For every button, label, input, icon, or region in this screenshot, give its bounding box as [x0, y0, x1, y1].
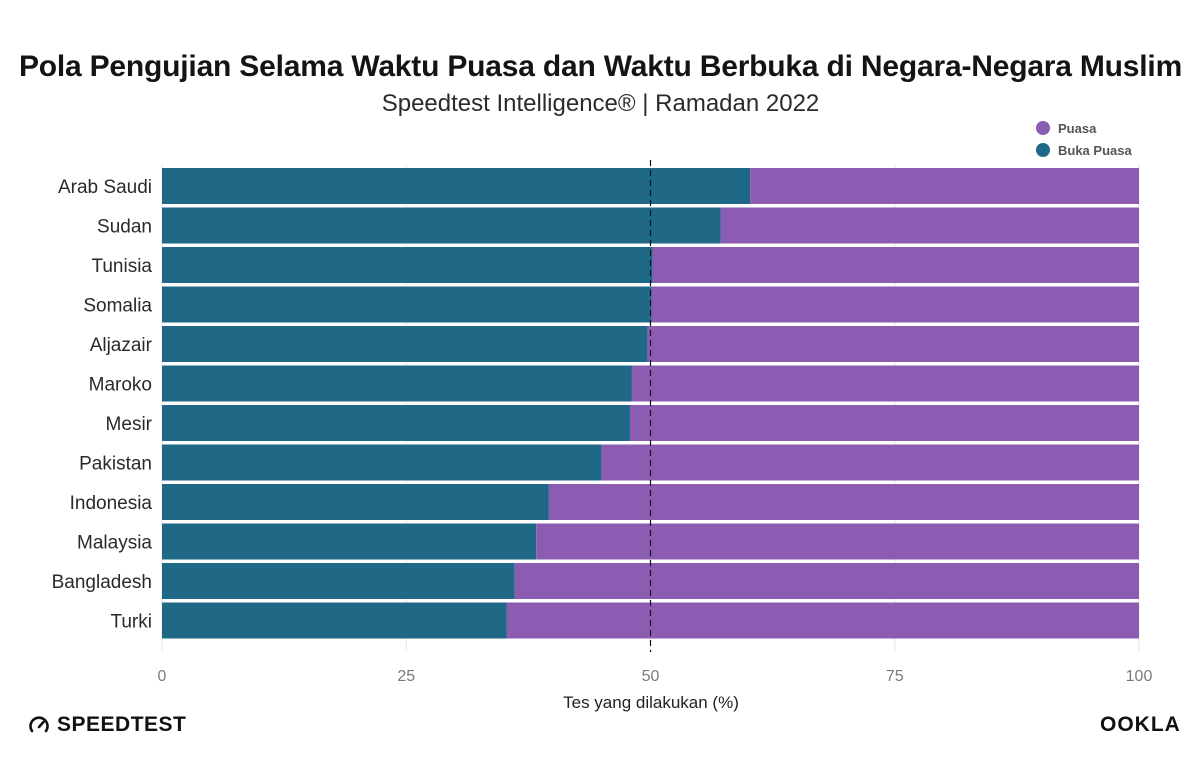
bar-chart: Arab Saudi Sudan Tunisia Somalia Aljazair Mar… — [52, 160, 1153, 685]
bar-puasa — [506, 602, 1140, 639]
bar-buka-puasa — [162, 405, 630, 441]
category-label: Malaysia — [77, 533, 152, 554]
x-tick-label: 0 — [158, 668, 167, 685]
bar-puasa — [750, 168, 1139, 204]
bar-puasa — [536, 523, 1139, 560]
category-label: Sudan — [97, 217, 152, 238]
legend-item-puasa: Puasa — [1036, 117, 1132, 139]
bar-buka-puasa — [162, 563, 515, 599]
category-label: Turki — [110, 612, 152, 633]
speedtest-logo: SPEEDTEST — [28, 713, 186, 737]
category-label: Indonesia — [70, 493, 153, 514]
ookla-wordmark: OOKLA — [1100, 713, 1181, 736]
bar-buka-puasa — [162, 168, 751, 204]
bar-buka-puasa — [162, 484, 549, 520]
chart-title: Pola Pengujian Selama Waktu Puasa dan Wa… — [18, 50, 1183, 83]
legend-label-buka-puasa: Buka Puasa — [1058, 142, 1132, 158]
bar-puasa — [647, 326, 1139, 362]
legend-label-puasa: Puasa — [1058, 120, 1097, 136]
bar-puasa — [631, 365, 1139, 402]
category-label: Arab Saudi — [58, 177, 152, 198]
bar-puasa — [548, 484, 1139, 520]
bar-buka-puasa — [162, 365, 632, 402]
x-tick-label: 50 — [642, 668, 660, 685]
legend: Puasa Buka Puasa — [1036, 117, 1132, 161]
x-tick-label: 100 — [1126, 668, 1153, 685]
ookla-logo: OOKLA — [1100, 713, 1181, 737]
bar-puasa — [651, 286, 1139, 323]
category-label: Maroko — [89, 375, 152, 396]
bar-puasa — [514, 563, 1139, 599]
bar-buka-puasa — [162, 247, 653, 283]
category-label: Aljazair — [90, 335, 153, 356]
bar-buka-puasa — [162, 286, 652, 323]
category-label: Bangladesh — [52, 572, 152, 593]
category-label: Somalia — [83, 296, 152, 317]
category-label: Tunisia — [91, 256, 152, 277]
chart-subtitle: Speedtest Intelligence® | Ramadan 2022 — [381, 90, 820, 117]
bar-puasa — [720, 207, 1139, 244]
x-tick-label: 25 — [397, 668, 415, 685]
speedtest-wordmark: SPEEDTEST — [57, 713, 187, 736]
x-tick-label: 75 — [886, 668, 904, 685]
bar-buka-puasa — [162, 207, 721, 244]
bar-buka-puasa — [162, 523, 537, 560]
speedometer-icon — [29, 716, 49, 733]
legend-swatch-buka-puasa — [1036, 143, 1050, 157]
bar-buka-puasa — [162, 326, 648, 362]
bar-buka-puasa — [162, 444, 602, 481]
x-axis-label: Tes yang dilakukan (%) — [563, 693, 739, 712]
bar-puasa — [652, 247, 1139, 283]
bar-puasa — [601, 444, 1139, 481]
bar-buka-puasa — [162, 602, 507, 639]
category-label: Pakistan — [79, 454, 152, 475]
legend-swatch-puasa — [1036, 121, 1050, 135]
category-label: Mesir — [106, 414, 153, 435]
bar-puasa — [629, 405, 1139, 441]
legend-item-buka-puasa: Buka Puasa — [1036, 139, 1132, 161]
